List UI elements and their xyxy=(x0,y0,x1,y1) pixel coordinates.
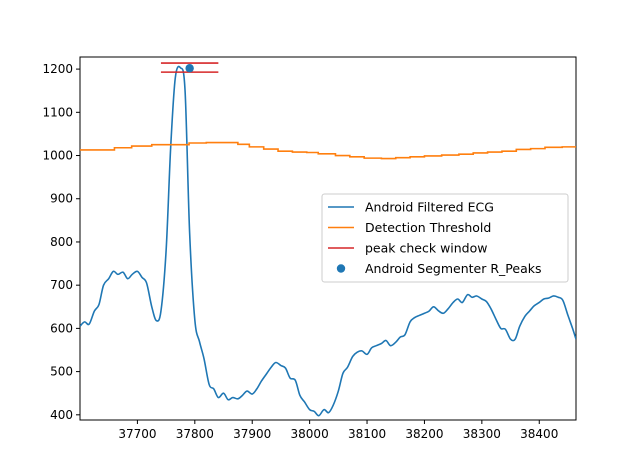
x-tick-label-38400: 38400 xyxy=(520,427,558,441)
x-tick-label-37900: 37900 xyxy=(233,427,271,441)
y-tick-label-1200: 1200 xyxy=(42,62,73,76)
legend-entry-android-segmenter-r-peaks-label: Android Segmenter R_Peaks xyxy=(365,261,541,276)
y-tick-label-1000: 1000 xyxy=(42,149,73,163)
x-tick-label-38200: 38200 xyxy=(405,427,443,441)
series-android-filtered-ecg xyxy=(80,65,576,417)
y-tick-label-600: 600 xyxy=(50,321,73,335)
legend-entry-android-segmenter-r-peaks-marker xyxy=(336,264,346,273)
y-tick-label-1100: 1100 xyxy=(42,105,73,119)
y-tick-label-900: 900 xyxy=(50,192,73,206)
y-tick-label-400: 400 xyxy=(50,408,73,422)
x-tick-label-38000: 38000 xyxy=(291,427,329,441)
series-detection-threshold xyxy=(80,141,576,160)
legend: Android Filtered ECG Detection Threshold p… xyxy=(321,193,569,283)
x-tick-label-38100: 38100 xyxy=(348,427,386,441)
y-tick-label-700: 700 xyxy=(50,278,73,292)
legend-entry-android-filtered-ecg-label: Android Filtered ECG xyxy=(365,200,494,215)
legend-entry-peak-check-window-label: peak check window xyxy=(365,241,488,256)
y-tick-label-800: 800 xyxy=(50,235,73,249)
plot-area-frame xyxy=(79,56,577,421)
series-android-segmenter-r-peaks-point-1 xyxy=(185,64,194,73)
x-tick-label-37700: 37700 xyxy=(118,427,156,441)
x-tick-label-37800: 37800 xyxy=(176,427,214,441)
legend-box xyxy=(321,193,569,283)
y-tick-label-500: 500 xyxy=(50,365,73,379)
legend-entry-detection-threshold-label: Detection Threshold xyxy=(365,220,491,235)
x-tick-label-38300: 38300 xyxy=(463,427,501,441)
axes-layer: 37700 37800 37900 38000 38100 38200 38300 38400… xyxy=(42,62,558,441)
series-layer xyxy=(80,62,576,417)
